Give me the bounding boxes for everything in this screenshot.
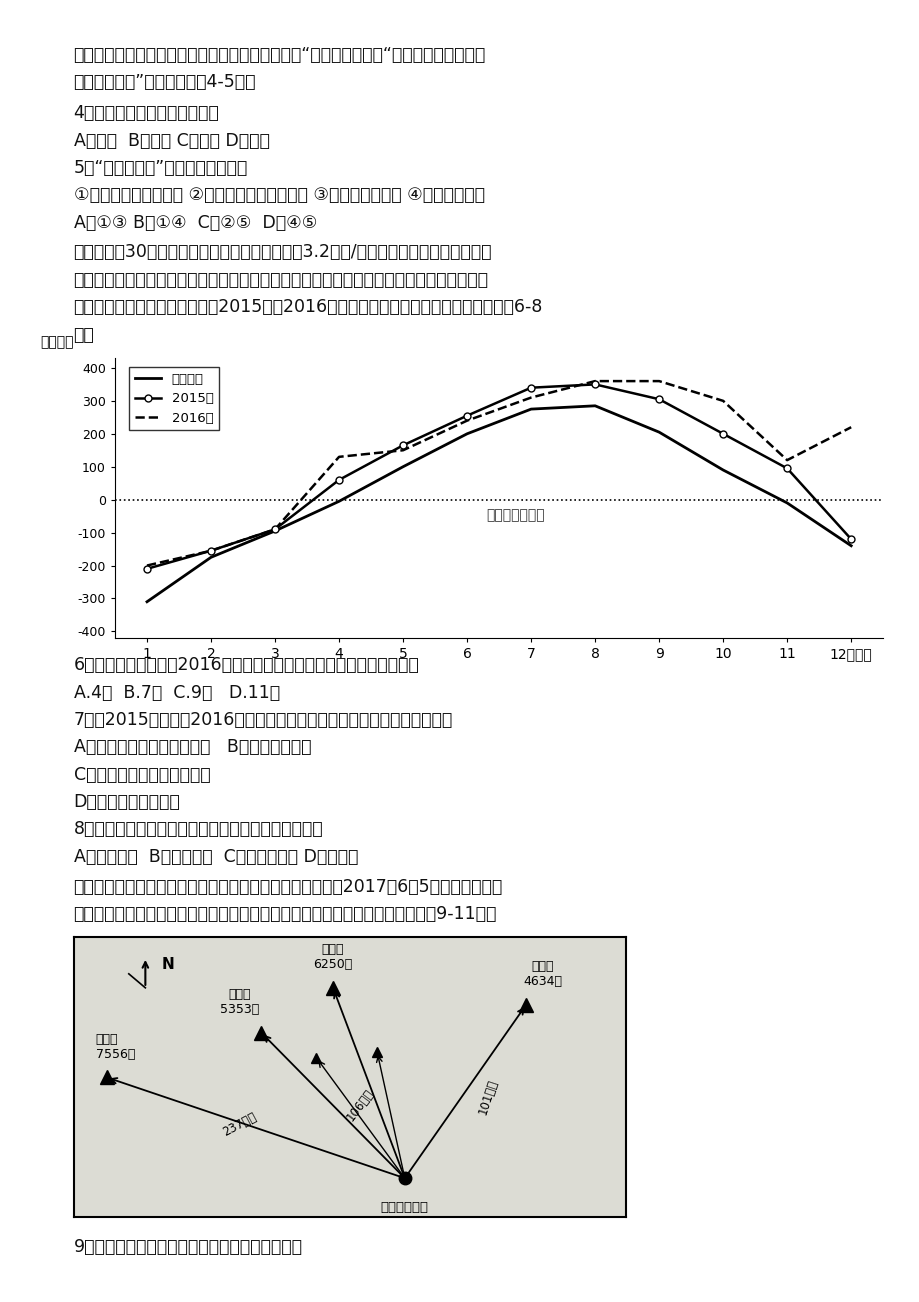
2015年 bbox=[269, 522, 280, 538]
Text: 成都附近有十几座雪山，但这些雪山往年成都人难得一见。2017年6月5日，成都人却看: 成都附近有十几座雪山，但这些雪山往年成都人难得一见。2017年6月5日，成都人却… bbox=[74, 878, 503, 896]
Line: 常年同期: 常年同期 bbox=[147, 406, 850, 602]
2015年 bbox=[781, 461, 792, 477]
Text: 据统计，近30多年来我国沿海海平面上升速率为3.2毫米/年，不同省份、不同季节海平: 据统计，近30多年来我国沿海海平面上升速率为3.2毫米/年，不同省份、不同季节海… bbox=[74, 243, 492, 262]
常年同期 bbox=[717, 462, 728, 478]
Text: 不利影响。下图示意天津市沿情2015年、2016年与常年同期海平面逐月变化。据此完成6-8: 不利影响。下图示意天津市沿情2015年、2016年与常年同期海平面逐月变化。据此… bbox=[74, 298, 542, 316]
常年同期 bbox=[397, 458, 408, 474]
Text: 大雪塘
5353米: 大雪塘 5353米 bbox=[220, 988, 258, 1016]
2016年 bbox=[781, 452, 792, 467]
2015年 bbox=[397, 437, 408, 453]
Text: 光光山
4634米: 光光山 4634米 bbox=[523, 960, 562, 988]
Text: 常年平均海平面: 常年平均海平面 bbox=[486, 508, 544, 522]
Text: A．①③ B．①④  C．②⑤  D．④⑤: A．①③ B．①④ C．②⑤ D．④⑤ bbox=[74, 214, 317, 232]
Text: 9．成都人可遥望贡嘎雪山，主要原因是由于成都: 9．成都人可遥望贡嘎雪山，主要原因是由于成都 bbox=[74, 1238, 302, 1256]
Text: 7．与2015年相比，2016年天津市沿海海平面总体变化带来的影响可能是: 7．与2015年相比，2016年天津市沿海海平面总体变化带来的影响可能是 bbox=[74, 711, 452, 729]
Text: 成都天府广场: 成都天府广场 bbox=[380, 1200, 428, 1213]
常年同期 bbox=[461, 426, 472, 441]
常年同期 bbox=[142, 594, 153, 609]
2016年 bbox=[461, 413, 472, 428]
2016年 bbox=[845, 419, 856, 435]
Text: 106公里: 106公里 bbox=[344, 1087, 377, 1124]
Text: 5．“瑞雪兆丰年”，是因为大雪能够: 5．“瑞雪兆丰年”，是因为大雪能够 bbox=[74, 159, 247, 177]
Text: ①使越冬作物防冻保暖 ②改善来年春季土壤垒情 ③增加土壤有机质 ④抑制沙尘天气: ①使越冬作物防冻保暖 ②改善来年春季土壤垒情 ③增加土壤有机质 ④抑制沙尘天气 bbox=[74, 186, 484, 204]
2016年 bbox=[205, 543, 216, 559]
Text: 6．与常年同期相比，2016年天津市沿海海平面上升幅度最大的月份是: 6．与常年同期相比，2016年天津市沿海海平面上升幅度最大的月份是 bbox=[74, 656, 419, 674]
Text: A.4月  B.7月  C.9月   D.11月: A.4月 B.7月 C.9月 D.11月 bbox=[74, 684, 279, 702]
2016年 bbox=[334, 449, 345, 465]
常年同期 bbox=[781, 495, 792, 510]
Text: 到了一座座晶莹别透的雪山。下图示意成都天府广场可见的雪山位置。据此回南9-11题。: 到了一座座晶莹别透的雪山。下图示意成都天府广场可见的雪山位置。据此回南9-11题… bbox=[74, 905, 496, 923]
2016年 bbox=[142, 557, 153, 573]
Text: 237公里: 237公里 bbox=[220, 1111, 258, 1139]
Line: 2015年: 2015年 bbox=[143, 381, 854, 573]
2016年 bbox=[269, 522, 280, 538]
Text: A．东北  B．华北 C．西南 D．华南: A．东北 B．华北 C．西南 D．华南 bbox=[74, 132, 269, 150]
Text: A．河口发生咏潮的次数减少   B．陆地面积增大: A．河口发生咏潮的次数减少 B．陆地面积增大 bbox=[74, 738, 311, 756]
Text: D．海岸侵蚀程度加大: D．海岸侵蚀程度加大 bbox=[74, 793, 180, 811]
2015年 bbox=[589, 376, 600, 392]
Text: 面升降状况存在差异。导致海平面变化的因素十分复杂，海平面上升会给沿海地区带来诸多: 面升降状况存在差异。导致海平面变化的因素十分复杂，海平面上升会给沿海地区带来诸多 bbox=[74, 271, 488, 289]
2016年 bbox=[397, 443, 408, 458]
常年同期 bbox=[845, 538, 856, 553]
常年同期 bbox=[652, 424, 664, 440]
Text: N: N bbox=[162, 957, 175, 973]
2015年 bbox=[845, 531, 856, 547]
Text: 贡嘎山
7556米: 贡嘎山 7556米 bbox=[96, 1032, 135, 1061]
常年同期 bbox=[525, 401, 536, 417]
Text: 题。: 题。 bbox=[74, 326, 95, 344]
2016年 bbox=[525, 389, 536, 405]
2015年 bbox=[334, 473, 345, 488]
Text: 年枕着馍头睡”等。据此完成4-5题。: 年枕着馍头睡”等。据此完成4-5题。 bbox=[74, 73, 255, 91]
Text: 8．影响天津市沿海常年同期海平面变化的主要因素是: 8．影响天津市沿海常年同期海平面变化的主要因素是 bbox=[74, 820, 323, 838]
2016年 bbox=[652, 374, 664, 389]
常年同期 bbox=[589, 398, 600, 414]
2016年 bbox=[589, 374, 600, 389]
常年同期 bbox=[334, 493, 345, 509]
Text: C．海水人侵造成的危害减弱: C．海水人侵造成的危害减弱 bbox=[74, 766, 210, 784]
Legend: 常年同期, 2015年, 2016年: 常年同期, 2015年, 2016年 bbox=[130, 367, 219, 430]
Text: A．气候变暖  B．热带气旋  C．入海径流量 D．盛行风: A．气候变暖 B．热带气旋 C．入海径流量 D．盛行风 bbox=[74, 848, 357, 866]
Text: 玄婢峰
6250米: 玄婢峰 6250米 bbox=[313, 943, 352, 971]
常年同期 bbox=[205, 549, 216, 565]
Y-axis label: （毫米）: （毫米） bbox=[40, 336, 74, 350]
2015年 bbox=[461, 408, 472, 423]
2015年 bbox=[525, 380, 536, 396]
2015年 bbox=[205, 543, 216, 559]
Text: 4．上述谚语适用的主要地区是: 4．上述谚语适用的主要地区是 bbox=[74, 104, 219, 122]
Text: 101公里: 101公里 bbox=[475, 1078, 499, 1116]
常年同期 bbox=[269, 523, 280, 539]
2015年 bbox=[652, 392, 664, 408]
Line: 2016年: 2016年 bbox=[147, 381, 850, 565]
2015年 bbox=[142, 561, 153, 577]
2016年 bbox=[717, 393, 728, 409]
Text: 我国民间有很多关于雪的谚语蒋含科学道理，例如“瑞雪兆丰年梦、“冬天麦盖三层被，来: 我国民间有很多关于雪的谚语蒋含科学道理，例如“瑞雪兆丰年梦、“冬天麦盖三层被，来 bbox=[74, 46, 485, 64]
2015年 bbox=[717, 426, 728, 441]
